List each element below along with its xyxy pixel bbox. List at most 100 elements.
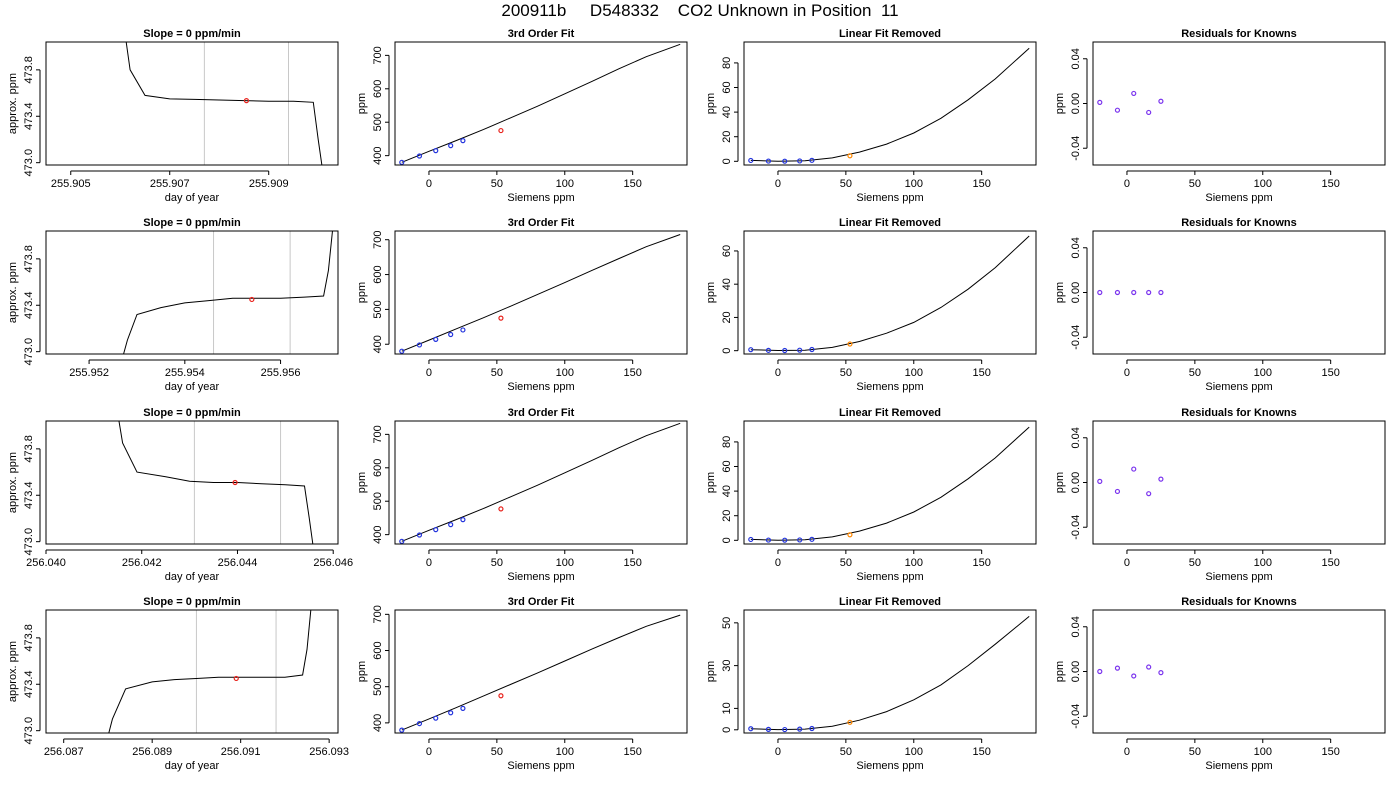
x-tick-label: 150 (972, 178, 990, 190)
data-point (1114, 289, 1121, 296)
data-point (498, 127, 504, 134)
y-tick-label: 0.04 (1070, 427, 1082, 448)
x-tick-label: 255.954 (165, 367, 205, 379)
y-tick-label: 400 (372, 146, 384, 164)
y-tick-label: 400 (372, 335, 384, 353)
data-point (399, 727, 405, 733)
x-tick-label: 0 (775, 178, 781, 190)
panel-title: 3rd Order Fit (508, 28, 575, 40)
x-tick-label: 50 (491, 746, 503, 758)
x-axis-label: Siemens ppm (1205, 571, 1272, 583)
y-tick-label: 400 (372, 714, 384, 732)
data-point (233, 675, 239, 682)
x-axis-label: Siemens ppm (1205, 760, 1272, 772)
x-tick-label: 100 (556, 178, 574, 190)
x-tick-label: 255.909 (249, 178, 289, 190)
x-tick-label: 0 (775, 557, 781, 569)
data-point (433, 336, 439, 342)
x-tick-label: 50 (840, 367, 852, 379)
y-tick-label: -0.04 (1070, 704, 1082, 729)
data-point (498, 315, 504, 321)
y-tick-label: 500 (372, 492, 384, 510)
y-tick-label: -0.04 (1070, 325, 1082, 350)
series-line (750, 47, 1030, 162)
data-point (797, 158, 803, 164)
plot-frame (1092, 420, 1386, 545)
data-point (416, 153, 423, 159)
y-tick-label: 473.8 (23, 245, 35, 273)
x-axis-label: day of year (165, 760, 220, 772)
x-tick-label: 50 (840, 746, 852, 758)
data-point (1114, 665, 1121, 671)
plot-frame (394, 420, 688, 545)
data-point (448, 331, 454, 338)
y-tick-label: 473.0 (23, 717, 35, 745)
y-tick-label: 40 (721, 278, 733, 290)
plot-frame (394, 230, 688, 355)
y-tick-label: 700 (372, 231, 384, 249)
data-point (416, 532, 423, 538)
y-axis-label: approx. ppm (7, 73, 19, 134)
x-axis-label: Siemens ppm (507, 381, 574, 393)
data-point (460, 705, 466, 712)
data-point (1158, 289, 1164, 296)
y-tick-label: 20 (721, 311, 733, 323)
y-tick-label: 0 (721, 158, 733, 164)
data-point (1131, 466, 1137, 472)
data-point (416, 720, 423, 727)
panel-title: Slope = 0 ppm/min (143, 28, 241, 40)
x-tick-label: 150 (623, 746, 641, 758)
x-axis-label: Siemens ppm (507, 760, 574, 772)
data-point (809, 725, 815, 732)
y-axis-label: ppm (356, 282, 368, 303)
data-point (433, 715, 439, 721)
y-tick-label: 0 (721, 348, 733, 354)
y-tick-label: 473.0 (23, 528, 35, 556)
data-point (232, 479, 238, 486)
x-tick-label: 256.044 (218, 557, 258, 569)
x-tick-label: 50 (840, 557, 852, 569)
y-tick-label: 500 (372, 300, 384, 318)
y-tick-label: 0.00 (1070, 472, 1082, 493)
data-point (797, 537, 803, 543)
y-tick-label: 473.8 (23, 435, 35, 463)
y-tick-label: 600 (372, 265, 384, 283)
x-tick-label: 150 (1321, 746, 1339, 758)
y-tick-label: -0.04 (1070, 136, 1082, 161)
x-tick-label: 50 (1189, 367, 1201, 379)
y-tick-label: 30 (721, 659, 733, 671)
x-tick-label: 256.093 (309, 746, 349, 758)
x-tick-label: 256.089 (132, 746, 172, 758)
x-axis-label: Siemens ppm (856, 192, 923, 204)
data-point (782, 158, 788, 164)
panel-title: Residuals for Knowns (1181, 217, 1297, 229)
plot-frame (743, 41, 1037, 166)
x-tick-label: 150 (1321, 557, 1339, 569)
x-tick-label: 150 (623, 557, 641, 569)
data-point (765, 726, 772, 732)
y-tick-label: 80 (721, 436, 733, 448)
x-tick-label: 256.046 (313, 557, 353, 569)
data-point (1146, 289, 1152, 296)
data-point (249, 296, 255, 303)
data-point (1158, 98, 1164, 104)
series-line (401, 234, 681, 352)
x-axis-label: Siemens ppm (856, 571, 923, 583)
y-axis-label: approx. ppm (7, 452, 19, 513)
series-line (118, 421, 314, 544)
x-tick-label: 0 (426, 178, 432, 190)
x-tick-label: 0 (1124, 178, 1130, 190)
y-tick-label: 60 (721, 460, 733, 472)
data-point (1158, 476, 1164, 482)
data-point (809, 346, 815, 353)
x-tick-label: 50 (1189, 557, 1201, 569)
data-point (1146, 109, 1152, 116)
x-tick-label: 100 (556, 746, 574, 758)
series-line (123, 231, 333, 354)
y-tick-label: 0 (721, 537, 733, 543)
y-tick-label: 0.04 (1070, 237, 1082, 258)
x-tick-label: 0 (426, 557, 432, 569)
y-tick-label: 20 (721, 131, 733, 143)
y-tick-label: 473.8 (23, 56, 35, 84)
panel-title: Residuals for Knowns (1181, 407, 1297, 419)
